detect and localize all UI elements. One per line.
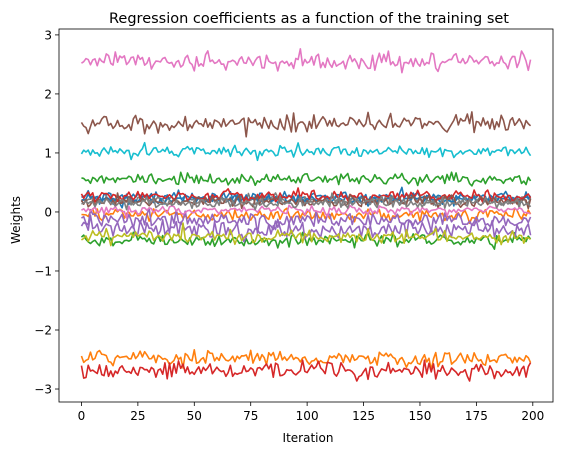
x-tick-label: 175 bbox=[465, 409, 488, 423]
y-tick-label: −3 bbox=[34, 383, 52, 397]
x-tick-label: 100 bbox=[296, 409, 319, 423]
chart-title: Regression coefficients as a function of… bbox=[109, 11, 509, 27]
series-line-14 bbox=[80, 187, 532, 205]
plot-frame bbox=[58, 28, 554, 403]
series-line-9 bbox=[80, 222, 531, 247]
y-tick-label: 3 bbox=[44, 28, 52, 42]
series-line-10 bbox=[80, 141, 532, 162]
series-line-8 bbox=[80, 192, 532, 209]
x-tick-label: 125 bbox=[352, 409, 375, 423]
x-tick-label: 0 bbox=[78, 409, 86, 423]
series-line-2 bbox=[80, 349, 532, 371]
series-line-18 bbox=[81, 192, 532, 211]
series-line-15 bbox=[81, 207, 532, 234]
x-tick-label: 25 bbox=[130, 409, 145, 423]
series-layer bbox=[80, 48, 532, 382]
series-line-4 bbox=[80, 359, 532, 382]
series-line-17 bbox=[81, 204, 531, 219]
x-tick-label: 150 bbox=[409, 409, 432, 423]
x-tick-label: 50 bbox=[187, 409, 202, 423]
series-line-5 bbox=[80, 214, 532, 243]
x-tick-label: 200 bbox=[521, 409, 544, 423]
series-line-6 bbox=[80, 111, 532, 138]
y-tick-label: −1 bbox=[34, 264, 52, 278]
x-tick-label: 75 bbox=[243, 409, 258, 423]
y-axis: −3 −2 −1 0 1 2 3 bbox=[34, 28, 59, 397]
y-tick-label: 0 bbox=[44, 205, 52, 219]
y-tick-label: −2 bbox=[34, 323, 52, 337]
x-axis: 0 25 50 75 100 125 150 175 200 bbox=[78, 402, 544, 423]
y-tick-label: 2 bbox=[44, 87, 52, 101]
y-tick-label: 1 bbox=[44, 146, 52, 160]
series-line-13 bbox=[81, 171, 532, 187]
x-axis-label: Iteration bbox=[283, 431, 334, 445]
y-axis-label: Weights bbox=[9, 196, 23, 244]
series-line-7 bbox=[80, 48, 532, 74]
